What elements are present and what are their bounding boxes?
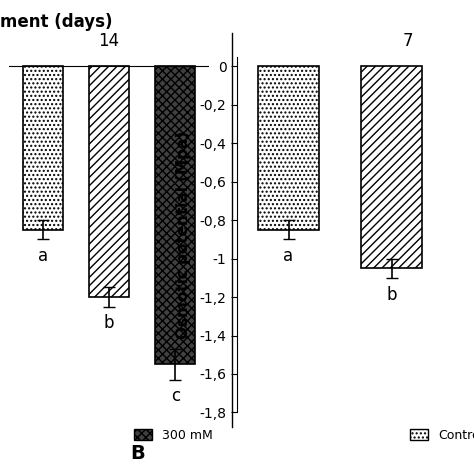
Bar [89,66,129,297]
Text: b: b [104,314,114,332]
Bar [361,66,422,268]
Y-axis label: Osmotic potential (Mpa): Osmotic potential (Mpa) [176,130,191,339]
Text: a: a [37,247,48,265]
Bar [257,66,319,230]
Text: a: a [283,247,293,265]
Text: B: B [130,445,145,464]
Text: 14: 14 [99,32,119,50]
Bar [23,66,63,230]
Text: b: b [386,285,397,303]
Text: c: c [171,387,180,405]
Bar [155,66,195,365]
Legend: 300 mM: 300 mM [134,428,212,442]
Text: ment (days): ment (days) [0,13,112,31]
Legend: Contro: Contro [410,428,474,442]
Text: 7: 7 [402,32,413,50]
